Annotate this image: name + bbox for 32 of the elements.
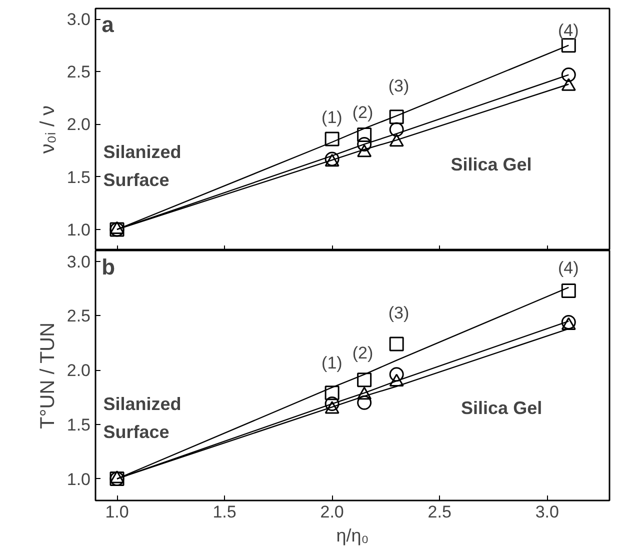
annotation: (1) [322, 108, 342, 127]
x-axis-title: η/η₀ [336, 526, 369, 546]
x-tick-label: 2.5 [428, 502, 452, 522]
chart-title: a [102, 12, 115, 38]
annotation: Silica Gel [450, 154, 532, 175]
y-tick-label: 2.0 [66, 115, 91, 134]
annotation: (1) [322, 354, 342, 372]
y-tick-label: 3.0 [66, 10, 91, 30]
annotation: (4) [558, 20, 579, 40]
y-tick-label: 2.5 [66, 306, 91, 326]
y-tick-label: 2.0 [66, 361, 91, 380]
annotation: (3) [388, 304, 410, 322]
y-tick-label: 1.5 [66, 415, 91, 434]
y-axis-title: T°UN / TUN [36, 322, 59, 429]
annotation: (2) [352, 344, 374, 362]
annotation: Silanized Surface [103, 142, 182, 190]
annotation: (4) [558, 258, 579, 278]
annotation: Silanized Surface [103, 394, 182, 442]
x-tick-label: 2.0 [320, 502, 344, 522]
y-tick-label: 3.0 [66, 252, 91, 272]
y-tick-label: 1.5 [66, 168, 91, 187]
y-tick-label: 1.0 [66, 470, 91, 489]
annotation: (2) [352, 103, 374, 122]
annotation: Silica Gel [461, 398, 542, 418]
annotation: (3) [388, 76, 410, 96]
y-tick-label: 2.5 [66, 62, 91, 82]
x-tick-label: 1.0 [105, 502, 129, 522]
chart-title: b [102, 254, 116, 280]
y-axis-title: ν₀ᵢ / ν [36, 105, 59, 154]
y-tick-label: 1.0 [66, 220, 91, 240]
x-tick-label: 3.0 [535, 502, 559, 522]
x-tick-label: 1.5 [212, 502, 236, 522]
